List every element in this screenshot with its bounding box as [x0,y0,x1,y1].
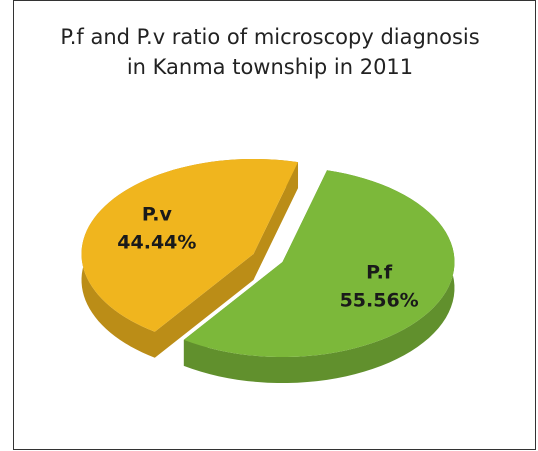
frame [13,0,536,450]
chart-title: P.f and P.v ratio of microscopy diagnosi… [60,25,480,79]
slice-side [183,170,455,384]
slice [183,170,455,358]
value-label: 44.44% [117,232,196,254]
slice-label: P.f [366,261,393,283]
slice-label: P.v [142,204,173,226]
value-label: 55.56% [340,289,419,311]
slice [81,158,299,332]
